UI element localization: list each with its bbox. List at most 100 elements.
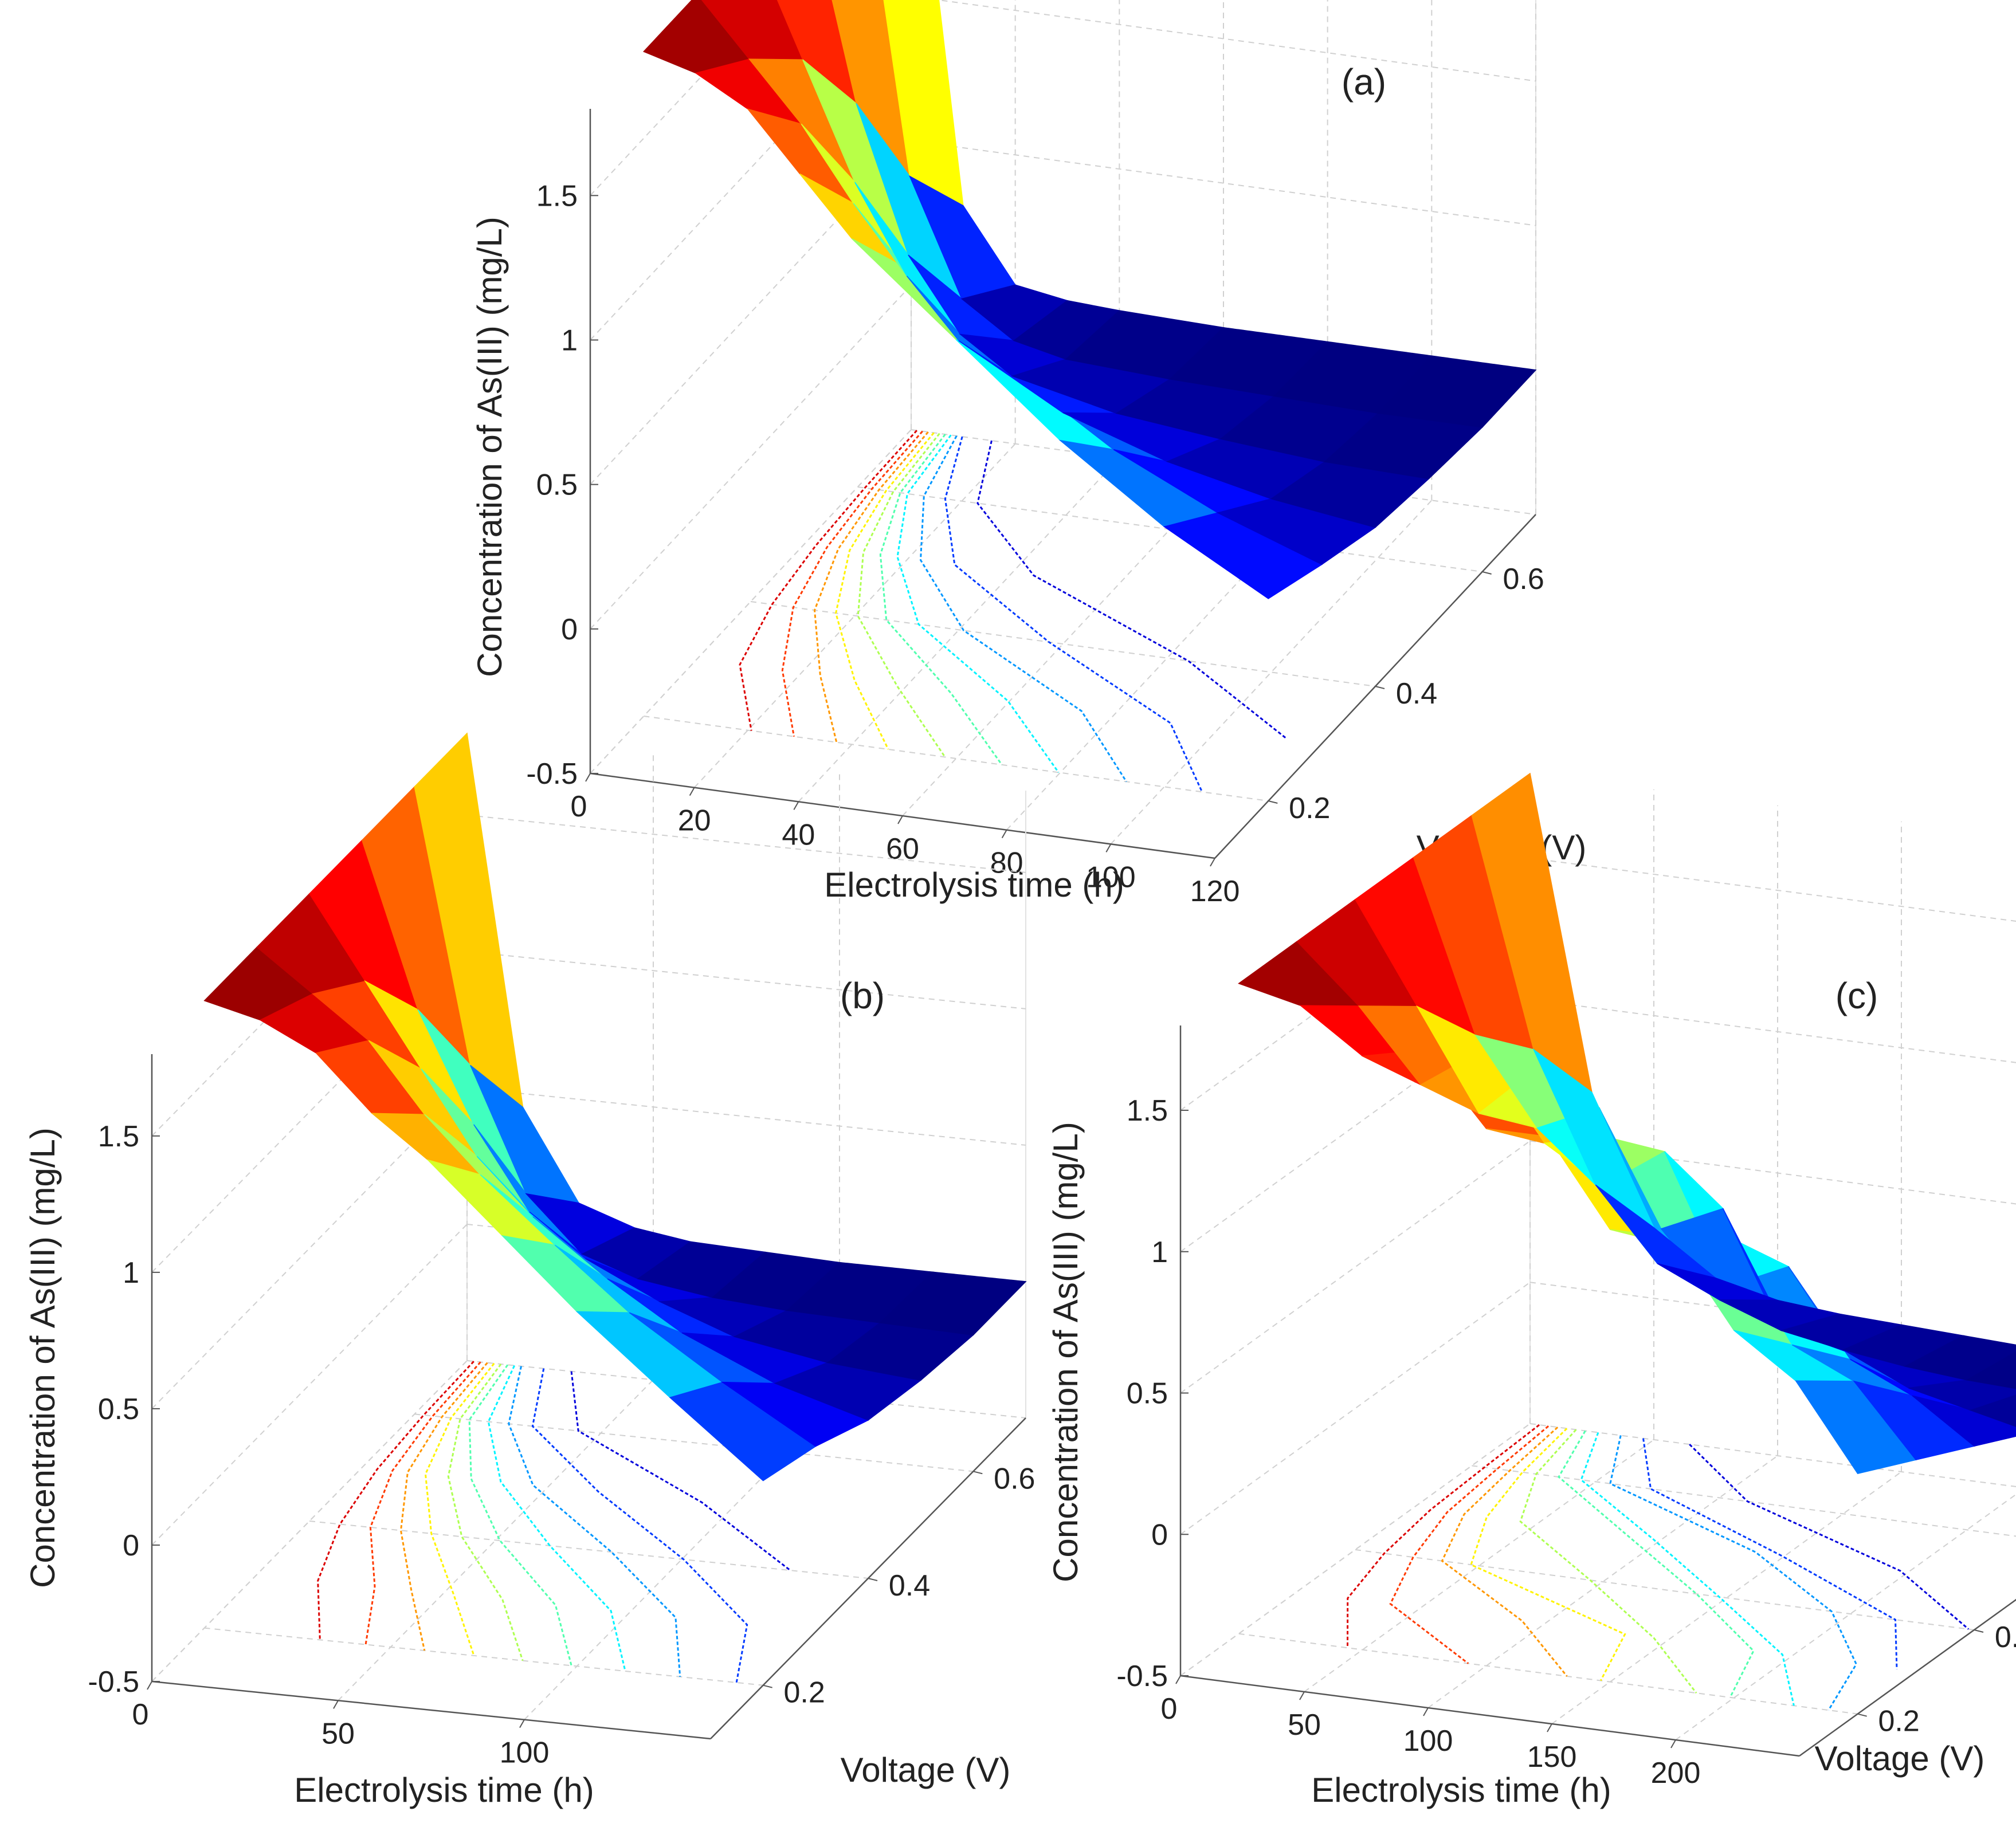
contour-line (531, 1368, 748, 1683)
contour-line (570, 1371, 791, 1571)
x-tick-mark (585, 773, 591, 782)
surface-patch (1912, 1395, 2016, 1447)
contour-line (364, 1361, 481, 1645)
y-tick-mark (1857, 1713, 1867, 1717)
grid-line-z (1180, 1140, 1531, 1394)
contour-line (813, 431, 929, 743)
contour-line (468, 1364, 572, 1666)
x-tick-mark (1670, 1739, 1676, 1748)
x-tick-mark (689, 787, 695, 796)
panel-label: (a) (1342, 61, 1386, 103)
floor-grid-line (1472, 1465, 2016, 1537)
x-tick-label: 50 (321, 1717, 355, 1750)
contour-line (919, 435, 1127, 783)
contour-line (1609, 1435, 1857, 1711)
surface-patch (1908, 1380, 2016, 1411)
grid-line-z (1529, 999, 2016, 1063)
z-tick-label: 0 (561, 613, 578, 646)
x-axis-label: Electrolysis time (h) (294, 1771, 594, 1809)
y-tick-mark (763, 1684, 772, 1688)
y-axis-label: Voltage (V) (1815, 1739, 1985, 1778)
z-tick-label: 1 (1151, 1236, 1168, 1269)
contour-line (1558, 1430, 1755, 1698)
x-tick-label: 0 (132, 1698, 149, 1731)
x-tick-label: 20 (678, 804, 711, 838)
surface (203, 732, 1027, 1482)
surface-patch (1377, 355, 1537, 428)
x-axis-label: Electrolysis time (h) (1311, 1771, 1611, 1809)
z-tick-label: 1.5 (536, 179, 578, 213)
y-tick-label: 0.2 (784, 1676, 825, 1710)
z-tick-label: -0.5 (88, 1665, 139, 1699)
z-tick-label: 0.5 (1127, 1377, 1168, 1410)
y-tick-mark (1482, 571, 1492, 575)
z-axis-label: Concentration of As(III) (mg/L) (1046, 1122, 1085, 1582)
contour-line (835, 432, 935, 750)
contour-line (317, 1361, 474, 1640)
x-tick-label: 60 (886, 832, 919, 866)
x-tick-mark (519, 1719, 525, 1728)
grid-line-z (466, 950, 1026, 1009)
grid-line-z (590, 285, 912, 630)
x-axis-line (151, 1680, 711, 1740)
x-tick-mark (333, 1700, 339, 1709)
z-tick-label: 1 (123, 1256, 139, 1290)
x-tick-label: 100 (1086, 860, 1136, 894)
z-tick-label: 1.5 (98, 1120, 139, 1153)
floor-grid-line (414, 1413, 974, 1472)
floor-grid-line (309, 1520, 869, 1579)
x-tick-label: 0 (1161, 1692, 1178, 1726)
y-tick-label: 0.6 (994, 1462, 1035, 1495)
contour-line (781, 430, 923, 737)
contour-line (879, 434, 1003, 765)
surface (643, 0, 1537, 599)
contour-line (976, 440, 1288, 740)
grid-line-z (466, 1087, 1026, 1146)
x-axis-line (1180, 1675, 1800, 1757)
contour-line (896, 434, 1060, 773)
y-tick-mark (973, 1471, 983, 1475)
contour-line (857, 433, 946, 758)
floor-grid-line (857, 486, 1482, 572)
x-tick-mark (1001, 830, 1007, 839)
y-tick-label: 0.6 (1503, 563, 1544, 596)
contour-line (424, 1362, 495, 1656)
grid-line-z (1529, 858, 2016, 922)
z-tick-label: 1 (561, 324, 578, 357)
surface-patch (1904, 1335, 2016, 1381)
y-tick-mark (1974, 1629, 1984, 1633)
y-tick-label: 0.4 (1396, 677, 1437, 710)
z-tick-label: -0.5 (526, 757, 578, 791)
contour-line (1519, 1429, 1697, 1694)
grid-line-z (151, 1224, 468, 1546)
x-tick-mark (1105, 843, 1112, 852)
y-tick-mark (868, 1578, 878, 1581)
x-axis-label: Electrolysis time (h) (824, 866, 1124, 904)
surface-patch (1969, 1394, 2016, 1427)
contour-line (1642, 1438, 1898, 1670)
x-tick-mark (1175, 1675, 1181, 1684)
surface-patch (879, 1271, 1027, 1336)
y-tick-mark (1375, 686, 1385, 689)
contour-line (447, 1364, 524, 1661)
contour-line (1580, 1432, 1795, 1706)
contour-line (1441, 1427, 1568, 1677)
y-tick-label: 0.2 (1289, 792, 1330, 825)
x-tick-mark (147, 1681, 152, 1690)
z-tick-label: 0 (123, 1529, 139, 1562)
contour-line (739, 430, 918, 731)
x-tick-label: 0 (571, 790, 587, 823)
floor-contours (739, 430, 1288, 792)
panel-b: -0.500.511.50501000.20.40.6Concentration… (23, 732, 1035, 1809)
y-tick-label: 0.4 (1995, 1621, 2016, 1654)
x-tick-label: 200 (1651, 1757, 1701, 1790)
floor-grid-line (1675, 1494, 2016, 1740)
floor-contours (317, 1361, 791, 1683)
x-tick-label: 100 (1403, 1724, 1453, 1758)
contour-line (944, 436, 1203, 792)
x-tick-mark (1423, 1707, 1429, 1716)
grid-line-z (466, 814, 1026, 873)
